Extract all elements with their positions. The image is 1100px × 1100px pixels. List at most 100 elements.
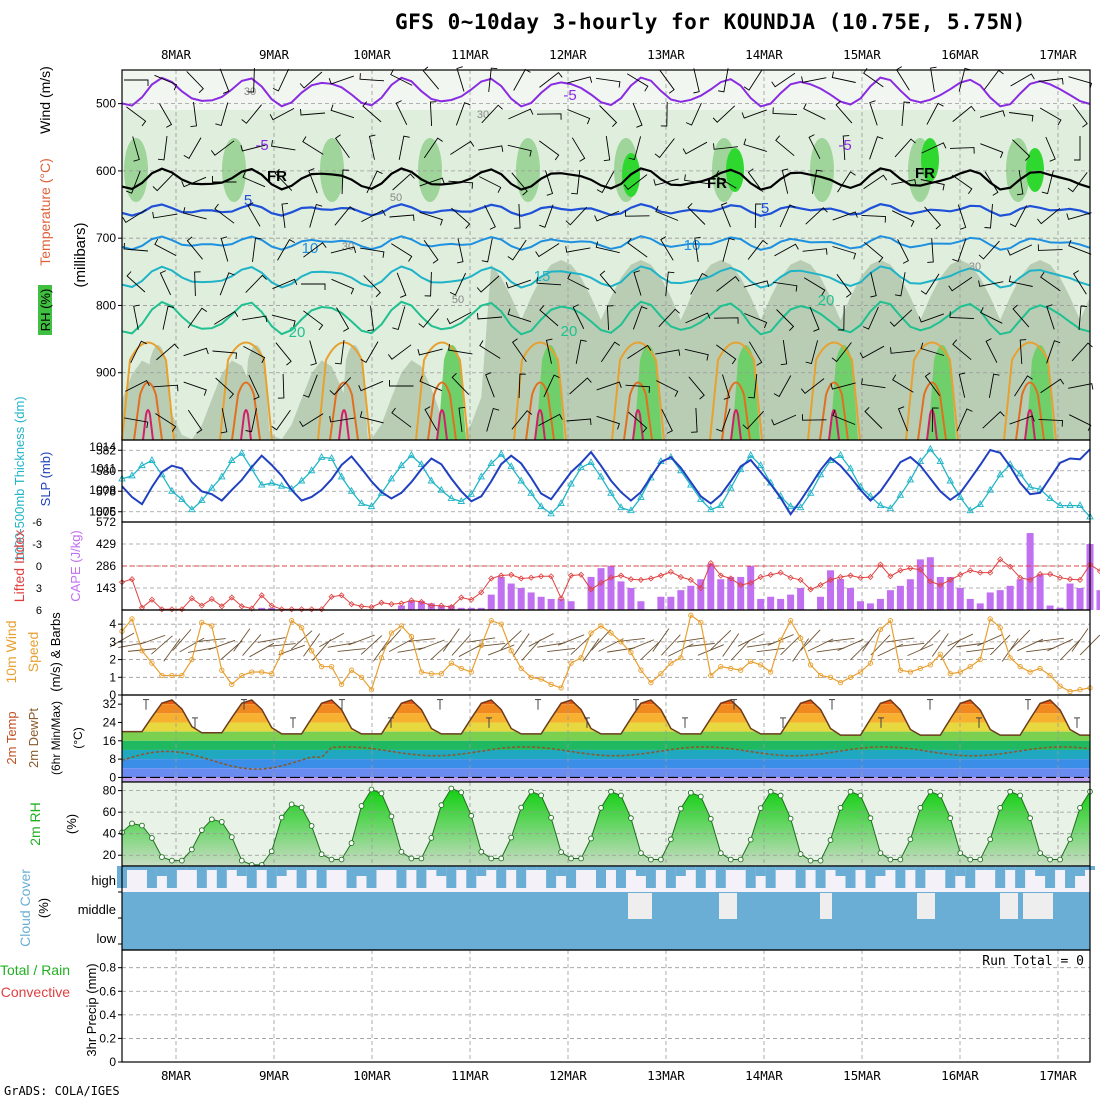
wind-barb <box>418 308 439 328</box>
wind-barb <box>566 76 593 84</box>
wind-barb <box>133 304 140 330</box>
wind10m-point <box>897 667 904 673</box>
rh-contour-label: 30 <box>342 241 354 253</box>
wind-barb <box>1009 205 1027 228</box>
li-point <box>298 606 305 613</box>
wind10m-point <box>249 669 255 675</box>
wind-barb <box>511 172 528 196</box>
slp-series <box>121 448 1091 516</box>
wind10m-point <box>907 669 914 675</box>
date-label: 9MAR <box>259 1068 290 1083</box>
wind-barb <box>360 635 383 655</box>
rh2m-point <box>458 789 465 796</box>
wind10m-point <box>598 623 604 629</box>
rh2m-point <box>1037 850 1043 856</box>
wind-barb <box>627 344 652 359</box>
wind-barb <box>391 407 412 428</box>
rh2m-point <box>927 788 934 795</box>
rh2m-point <box>1017 792 1023 799</box>
temp-day-gridlines <box>175 695 1059 782</box>
tick-label: 2 <box>109 653 116 667</box>
wind-barb <box>894 138 916 158</box>
wind-barb <box>712 105 736 123</box>
wind-barb <box>775 135 795 157</box>
wind-barb <box>1040 271 1061 292</box>
wind10m-point <box>338 681 345 688</box>
wind-barb <box>717 68 729 93</box>
wind-barb <box>539 140 560 161</box>
isotherm-25 <box>1003 341 1057 441</box>
wind-barb <box>907 643 934 657</box>
li-point <box>987 569 994 576</box>
wind-barb <box>476 275 500 293</box>
cape-bar <box>866 603 874 610</box>
thickness-point <box>547 509 555 517</box>
isotherm-35 <box>436 409 448 441</box>
rh2m-point <box>558 849 564 855</box>
cape-bar <box>617 581 625 610</box>
wind10m-point <box>478 642 484 649</box>
rh2m-point <box>668 836 674 843</box>
rh2m-point <box>987 836 994 843</box>
wind-barb <box>156 343 179 361</box>
rh-midlevel-blob <box>516 138 540 202</box>
wind-barb <box>988 373 1000 398</box>
li-point <box>1037 571 1044 578</box>
li-point <box>677 573 684 581</box>
li-point <box>558 595 565 602</box>
li-point <box>597 579 605 586</box>
wind10m-point <box>957 669 963 675</box>
wind-barb <box>448 344 473 355</box>
upper-wind-barbs <box>122 66 1094 434</box>
cape-bar <box>916 559 924 610</box>
wind-barb <box>329 377 352 396</box>
rh2m-point <box>847 788 854 795</box>
wind-barb <box>693 68 700 94</box>
wind-barb <box>920 273 940 295</box>
rh2m-point <box>917 804 924 811</box>
wind10m-point <box>588 630 594 636</box>
wind-barb <box>511 410 533 430</box>
wind-barb <box>451 207 471 229</box>
wind-barb <box>398 135 410 160</box>
tick-label: 576 <box>96 505 116 519</box>
cloud-high-cell <box>845 866 856 888</box>
date-label: 13MAR <box>647 1068 685 1083</box>
thickness-point <box>956 492 965 500</box>
rh2m-point <box>478 848 485 855</box>
wind10m-point <box>678 655 684 661</box>
wind10m-point <box>658 671 664 677</box>
cape-bar <box>667 596 675 610</box>
cloud-high-cell <box>905 866 916 870</box>
cape-bar <box>427 603 435 610</box>
rh-legend-label: RH (%) <box>38 289 53 332</box>
isotherm-label: -5 <box>563 87 576 104</box>
wind-barb <box>220 236 229 262</box>
wind-barb <box>720 202 731 228</box>
li-point <box>607 574 615 581</box>
cloud-high-cell <box>865 866 876 888</box>
cape-bar <box>777 598 785 610</box>
cape-bar <box>717 579 725 610</box>
tick-label: 0.8 <box>99 961 116 975</box>
rh2m-point <box>787 815 794 822</box>
li-point <box>398 600 405 607</box>
cloud-level-labels: high middle low <box>78 873 122 946</box>
cape-bar <box>986 592 994 610</box>
wind10m-point <box>169 672 175 679</box>
thickness-point <box>1056 501 1064 509</box>
temp-band <box>122 704 1090 714</box>
wind-barb <box>271 140 296 151</box>
tick-label: 572 <box>96 515 116 529</box>
wind-barb <box>368 134 376 160</box>
wind10m-point <box>568 660 574 666</box>
rh2m-point <box>388 813 395 820</box>
wind-barb <box>722 374 731 400</box>
wind-barb <box>1007 244 1033 256</box>
wind-barb <box>826 637 855 643</box>
wind10m-point <box>618 639 624 645</box>
cloud-high-cell <box>146 866 157 888</box>
rh2m-point <box>169 857 175 864</box>
temp-band <box>122 749 1090 760</box>
thickness-point <box>467 489 476 497</box>
